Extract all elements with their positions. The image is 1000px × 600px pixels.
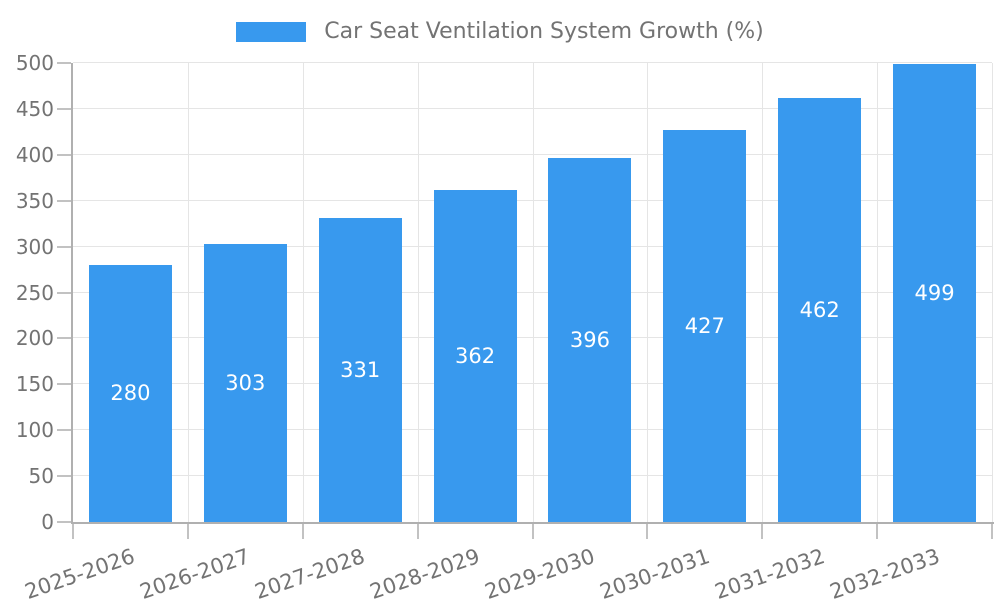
y-tick-450 bbox=[57, 107, 71, 110]
x-tick-4 bbox=[532, 524, 534, 539]
gridline-v-2 bbox=[303, 63, 304, 522]
y-tick-200 bbox=[57, 337, 71, 340]
bar-value-label-2028-2029: 362 bbox=[455, 343, 496, 368]
x-tick-6 bbox=[761, 524, 763, 539]
gridline-h-250 bbox=[73, 291, 992, 293]
bar-2028-2029[interactable] bbox=[433, 189, 517, 522]
y-tick-label-150: 150 bbox=[15, 372, 54, 397]
gridline-v-8 bbox=[992, 63, 993, 522]
gridline-h-200 bbox=[73, 337, 992, 339]
x-tick-7 bbox=[876, 524, 878, 539]
bar-value-label-2026-2027: 303 bbox=[225, 370, 266, 395]
x-tick-3 bbox=[417, 524, 419, 539]
y-tick-label-0: 0 bbox=[41, 510, 54, 534]
y-tick-0 bbox=[57, 521, 71, 523]
y-tick-250 bbox=[57, 291, 71, 294]
gridline-v-1 bbox=[188, 63, 189, 522]
gridline-h-300 bbox=[73, 245, 992, 247]
legend-label: Car Seat Ventilation System Growth (%) bbox=[324, 19, 764, 44]
x-tick-8 bbox=[991, 524, 993, 539]
bar-value-label-2025-2026: 280 bbox=[110, 381, 151, 406]
x-tick-2 bbox=[302, 524, 304, 539]
y-tick-label-100: 100 bbox=[15, 418, 54, 443]
gridline-v-4 bbox=[533, 63, 534, 522]
x-tick-0 bbox=[72, 524, 74, 539]
bar-value-label-2031-2032: 462 bbox=[799, 297, 840, 322]
bar-2030-2031[interactable] bbox=[663, 130, 747, 522]
gridline-v-5 bbox=[647, 63, 648, 522]
bar-2031-2032[interactable] bbox=[778, 97, 862, 522]
y-tick-100 bbox=[57, 429, 71, 432]
bar-2025-2026[interactable] bbox=[88, 264, 172, 522]
x-axis-line bbox=[71, 522, 994, 524]
gridline-h-450 bbox=[73, 107, 992, 109]
gridline-v-7 bbox=[877, 63, 878, 522]
y-tick-label-450: 450 bbox=[15, 96, 54, 121]
y-tick-400 bbox=[57, 153, 71, 156]
y-tick-500 bbox=[57, 62, 71, 64]
bar-value-label-2030-2031: 427 bbox=[684, 314, 725, 338]
y-tick-label-250: 250 bbox=[15, 280, 54, 305]
x-tick-1 bbox=[187, 524, 189, 539]
chart-legend[interactable]: Car Seat Ventilation System Growth (%) bbox=[0, 21, 1000, 43]
gridline-h-350 bbox=[73, 199, 992, 201]
bar-2027-2028[interactable] bbox=[318, 218, 402, 522]
bar-value-label-2027-2028: 331 bbox=[340, 358, 381, 383]
y-tick-label-50: 50 bbox=[28, 464, 54, 489]
y-axis-line bbox=[71, 63, 73, 524]
bar-2032-2033[interactable] bbox=[893, 63, 977, 522]
gridline-h-50 bbox=[73, 475, 992, 477]
y-tick-label-350: 350 bbox=[15, 188, 54, 213]
x-tick-5 bbox=[646, 524, 648, 539]
y-tick-50 bbox=[57, 475, 71, 478]
legend-swatch bbox=[236, 22, 307, 42]
gridline-v-3 bbox=[418, 63, 419, 522]
y-tick-350 bbox=[57, 199, 71, 202]
gridline-h-400 bbox=[73, 153, 992, 155]
gridline-h-150 bbox=[73, 383, 992, 385]
y-tick-label-200: 200 bbox=[15, 326, 54, 351]
y-tick-300 bbox=[57, 245, 71, 248]
y-tick-150 bbox=[57, 383, 71, 386]
gridline-v-6 bbox=[762, 63, 763, 522]
bar-2029-2030[interactable] bbox=[548, 158, 632, 522]
bar-value-label-2032-2033: 499 bbox=[914, 280, 955, 305]
bar-2026-2027[interactable] bbox=[203, 243, 287, 522]
y-tick-label-400: 400 bbox=[15, 142, 54, 167]
y-tick-label-500: 500 bbox=[15, 51, 54, 75]
bar-value-label-2029-2030: 396 bbox=[569, 328, 610, 353]
y-tick-label-300: 300 bbox=[15, 234, 54, 259]
gridline-h-500 bbox=[73, 62, 992, 63]
gridline-h-100 bbox=[73, 429, 992, 431]
